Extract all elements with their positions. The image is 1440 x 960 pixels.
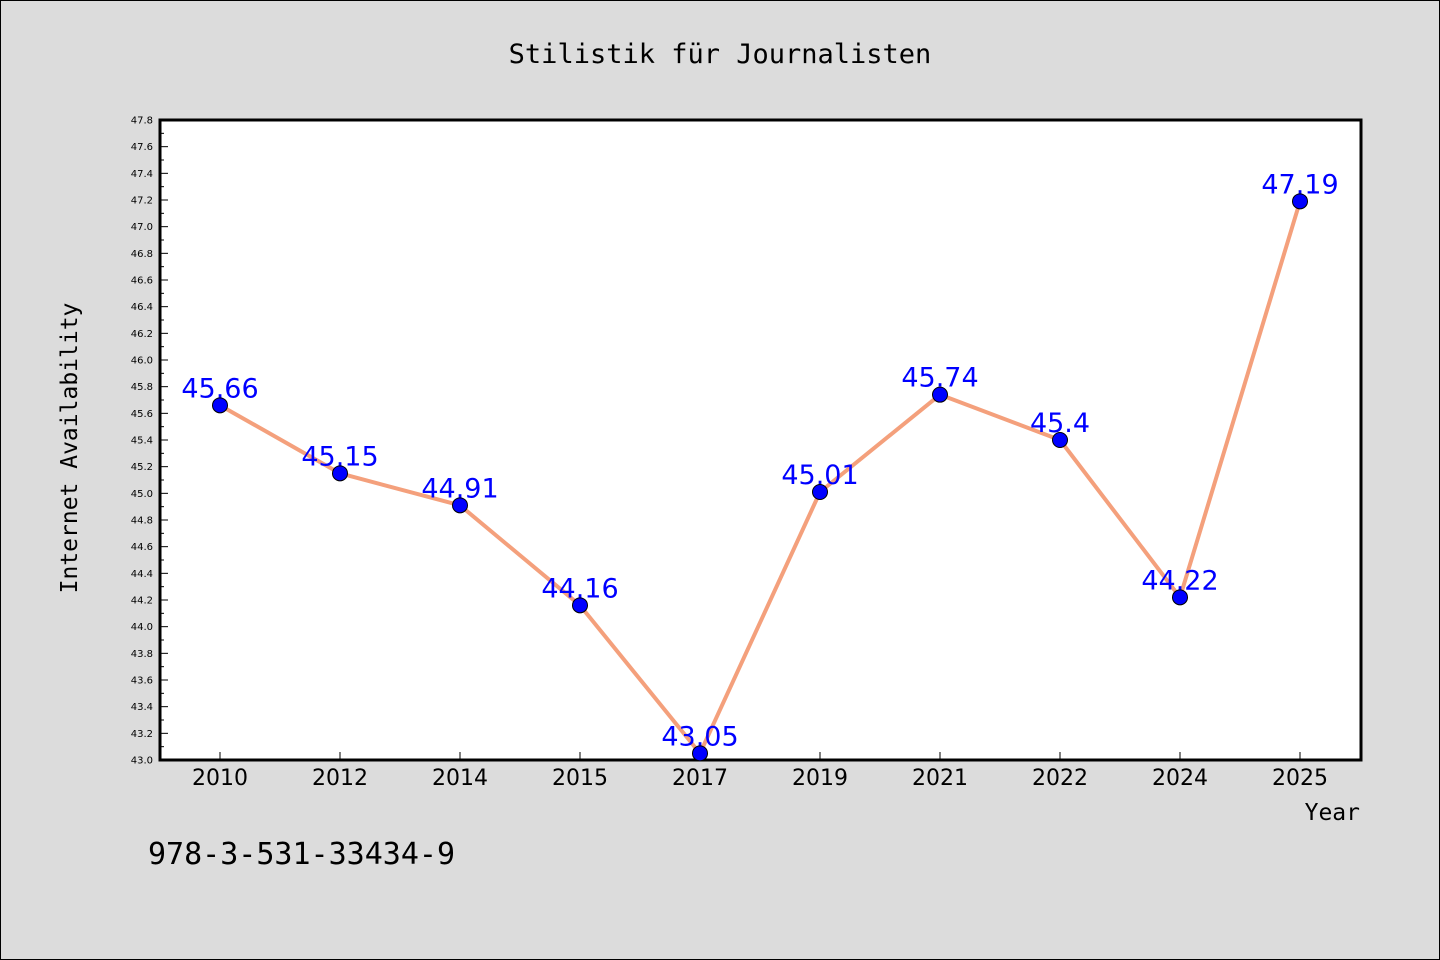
y-tick-label: 44.8 [131,516,153,527]
data-point [1292,193,1308,210]
x-tick-label: 2021 [912,766,968,791]
y-tick-label: 45.4 [131,436,153,447]
data-point [212,397,228,414]
y-tick-label: 44.0 [131,622,153,633]
y-tick-label: 43.6 [131,676,153,687]
y-tick-label: 47.8 [131,116,153,127]
y-tick-label: 47.0 [131,222,153,233]
y-tick-label: 45.8 [131,382,153,393]
x-tick-label: 2019 [792,766,848,791]
data-label: 45.4 [1030,408,1090,439]
series-line [219,200,1302,756]
y-tick-label: 47.4 [131,169,153,180]
data-point [452,497,468,514]
y-tick-label: 43.0 [131,756,153,767]
x-tick-label: 2022 [1032,766,1088,791]
y-tick-label: 44.4 [131,569,153,580]
data-label: 45.66 [181,373,258,404]
y-tick-label: 43.4 [131,702,153,713]
series-line-group [219,200,1302,756]
y-tick-label: 46.2 [131,329,153,340]
data-labels-group: 45.66 45.15 44.91 44.16 43.05 45.01 45.74 45.4 4… [181,169,1338,752]
data-point [1052,432,1068,448]
x-axis-ticks: 2010 2012 2014 2015 2017 2019 2021 2022 2024 2025 [192,752,1328,791]
x-tick-label: 2014 [432,766,488,791]
data-point [572,597,588,614]
x-axis-label: Year [1305,800,1360,826]
y-tick-label: 47.6 [131,142,153,153]
y-axis-label: Internet Availability [57,303,83,594]
y-axis-ticks: 43.0 43.2 43.4 43.6 43.8 44.0 44.2 44.4 44.6 44.8… [131,116,168,767]
x-tick-label: 2024 [1152,766,1208,791]
y-tick-label: 44.6 [131,542,153,553]
data-point [1172,589,1188,606]
y-tick-label: 47.2 [131,196,153,207]
x-tick-label: 2010 [192,766,248,791]
y-tick-label: 45.2 [131,462,153,473]
data-label: 47.19 [1261,169,1338,200]
data-point [812,484,828,500]
data-label: 44.16 [541,573,618,604]
data-point [932,386,948,403]
y-tick-label: 46.6 [131,276,153,287]
y-tick-label: 43.2 [131,729,153,740]
y-tick-label: 43.8 [131,649,153,660]
data-label: 43.05 [661,721,738,752]
series-points-group [212,193,1308,762]
data-label: 45.74 [901,363,978,394]
x-tick-label: 2017 [672,766,728,791]
data-label: 45.01 [781,460,858,491]
data-label: 45.15 [301,441,378,472]
x-tick-label: 2025 [1272,766,1328,791]
chart-title: Stilistik für Journalisten [509,39,932,70]
x-tick-label: 2012 [312,766,368,791]
data-point [332,465,348,482]
y-tick-label: 46.8 [131,249,153,260]
y-tick-label: 45.6 [131,409,153,420]
x-tick-label: 2015 [552,766,608,791]
y-tick-label: 46.4 [131,302,153,313]
data-label: 44.91 [421,473,498,504]
isbn-text: 978-3-531-33434-9 [148,837,455,872]
y-tick-label: 45.0 [131,489,153,500]
data-point [692,745,708,762]
data-label: 44.22 [1141,565,1218,596]
plot-area [158,118,1363,762]
y-tick-label: 44.2 [131,596,153,607]
y-tick-label: 46.0 [131,356,153,367]
